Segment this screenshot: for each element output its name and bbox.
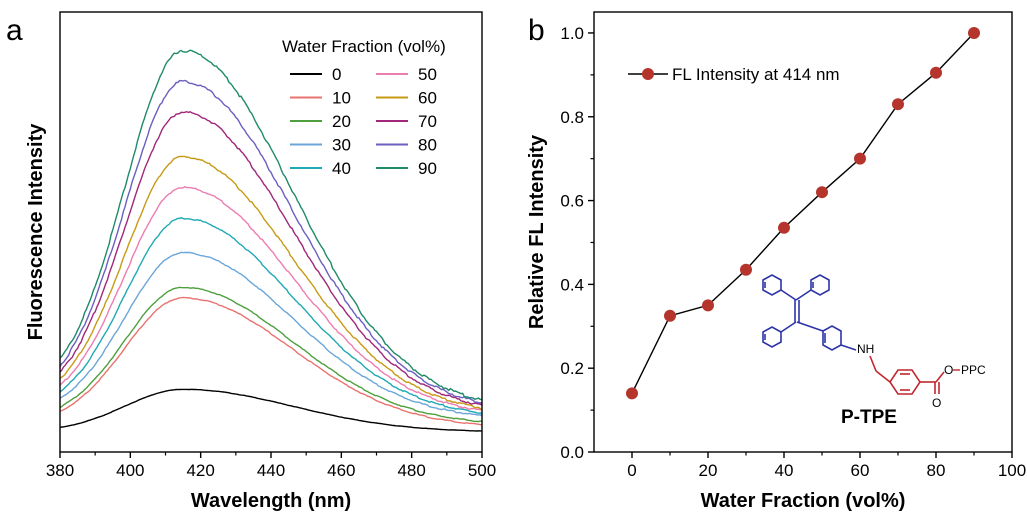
panel-a-emission-spectra: a 380 400 420 440 460 480 500 Wavelength (nm) … (6, 11, 496, 512)
spectrum-curve-20 (59, 286, 483, 423)
x-tick-label: 60 (851, 461, 870, 480)
panel-b-y-ticks: 0.0 0.2 0.4 0.6 0.8 1.0 (560, 24, 594, 462)
benzyl-ester-linker (869, 355, 945, 395)
x-tick-label: 480 (397, 461, 425, 480)
panel-b-relative-intensity: b 0 20 40 60 80 100 0.0 0.2 0.4 0.6 0.8 1.0 Water … (526, 11, 1026, 512)
spectrum-curve-30 (59, 251, 483, 417)
spectrum-curve-70 (59, 110, 483, 406)
panel-a-letter: a (6, 14, 23, 47)
legend-entry-30: 30 (332, 136, 351, 155)
x-tick-label: 500 (468, 461, 496, 480)
data-point (626, 387, 638, 400)
y-tick-label: 0.2 (560, 359, 584, 378)
spectrum-curve-0 (59, 388, 482, 432)
data-point (968, 26, 980, 39)
x-tick-label: 440 (257, 461, 285, 480)
y-tick-label: 0.4 (560, 275, 584, 294)
amine-bond (840, 344, 857, 351)
central-bond (780, 321, 797, 333)
central-bond (796, 321, 824, 332)
panel-a-y-axis-title: Fluorescence Intensity (25, 123, 47, 341)
legend-marker (642, 68, 654, 80)
ester-oxygen-label: O (944, 363, 953, 377)
ch2-bond (869, 355, 877, 372)
legend-label: FL Intensity at 414 nm (672, 65, 840, 84)
panel-b-x-ticks: 0 20 40 60 80 100 (627, 452, 1026, 480)
legend-entry-90: 90 (418, 159, 437, 178)
legend-title: Water Fraction (vol%) (282, 37, 446, 56)
x-tick-label: 80 (927, 461, 946, 480)
legend-entry-70: 70 (418, 112, 437, 131)
series-line (631, 32, 975, 394)
panel-a-x-ticks: 380 400 420 440 460 480 500 (46, 452, 496, 480)
ppc-label: PPC (961, 363, 986, 377)
legend-entry-40: 40 (332, 159, 351, 178)
x-tick-label: 100 (998, 461, 1026, 480)
legend-entry-50: 50 (418, 65, 437, 84)
panel-b-letter: b (528, 14, 545, 47)
molecule-name: P-TPE (841, 407, 897, 428)
y-tick-label: 0.0 (560, 443, 584, 462)
legend-entry-0: 0 (332, 65, 341, 84)
carbonyl-oxygen-label: O (932, 396, 941, 410)
panel-b-plot-frame (593, 11, 1013, 453)
x-tick-label: 40 (775, 461, 794, 480)
legend-entry-20: 20 (332, 112, 351, 131)
x-tick-label: 420 (186, 461, 214, 480)
spectrum-curve-40 (59, 216, 483, 414)
central-bond (795, 289, 812, 301)
phenyl-ring-bottom-left (762, 326, 782, 348)
y-tick-label: 1.0 (560, 24, 584, 43)
legend-entry-10: 10 (332, 89, 351, 108)
panel-a-legend: 0 10 20 30 40 50 60 70 80 90 (290, 65, 437, 178)
central-bond (780, 289, 797, 301)
data-point (930, 66, 942, 79)
spectrum-curve-60 (59, 155, 483, 410)
p-tpe-structure: NH O PPC O P-TPE (762, 274, 986, 428)
data-point (892, 98, 904, 111)
spectrum-curve-50 (59, 185, 483, 411)
panel-b-y-axis-title: Relative FL Intensity (526, 134, 548, 329)
x-tick-label: 0 (627, 461, 636, 480)
panel-a-x-axis-title: Wavelength (nm) (191, 490, 351, 512)
x-tick-label: 400 (116, 461, 144, 480)
data-point (702, 299, 714, 312)
panel-b-x-axis-title: Water Fraction (vol%) (701, 490, 906, 512)
data-point (778, 221, 790, 234)
legend-entry-60: 60 (418, 89, 437, 108)
y-tick-label: 0.6 (560, 192, 584, 211)
data-point (740, 263, 752, 276)
spectrum-curve-90 (59, 49, 482, 401)
carbonyl-bond (935, 371, 945, 383)
spectrum-curve-10 (59, 296, 482, 426)
ch2-bond (875, 370, 891, 383)
spectrum-curve-80 (59, 79, 483, 404)
x-tick-label: 380 (46, 461, 74, 480)
legend-entry-80: 80 (418, 136, 437, 155)
x-tick-label: 20 (699, 461, 718, 480)
panel-b-legend: FL Intensity at 414 nm (628, 65, 840, 84)
data-point (816, 186, 828, 199)
y-tick-label: 0.8 (560, 108, 584, 127)
fl-intensity-series (626, 26, 980, 400)
nh-label: NH (857, 342, 874, 356)
data-point (854, 152, 866, 165)
data-point (664, 309, 676, 322)
tetraphenylethylene-core (762, 274, 857, 351)
x-tick-label: 460 (327, 461, 355, 480)
spectra-curves (59, 49, 483, 432)
